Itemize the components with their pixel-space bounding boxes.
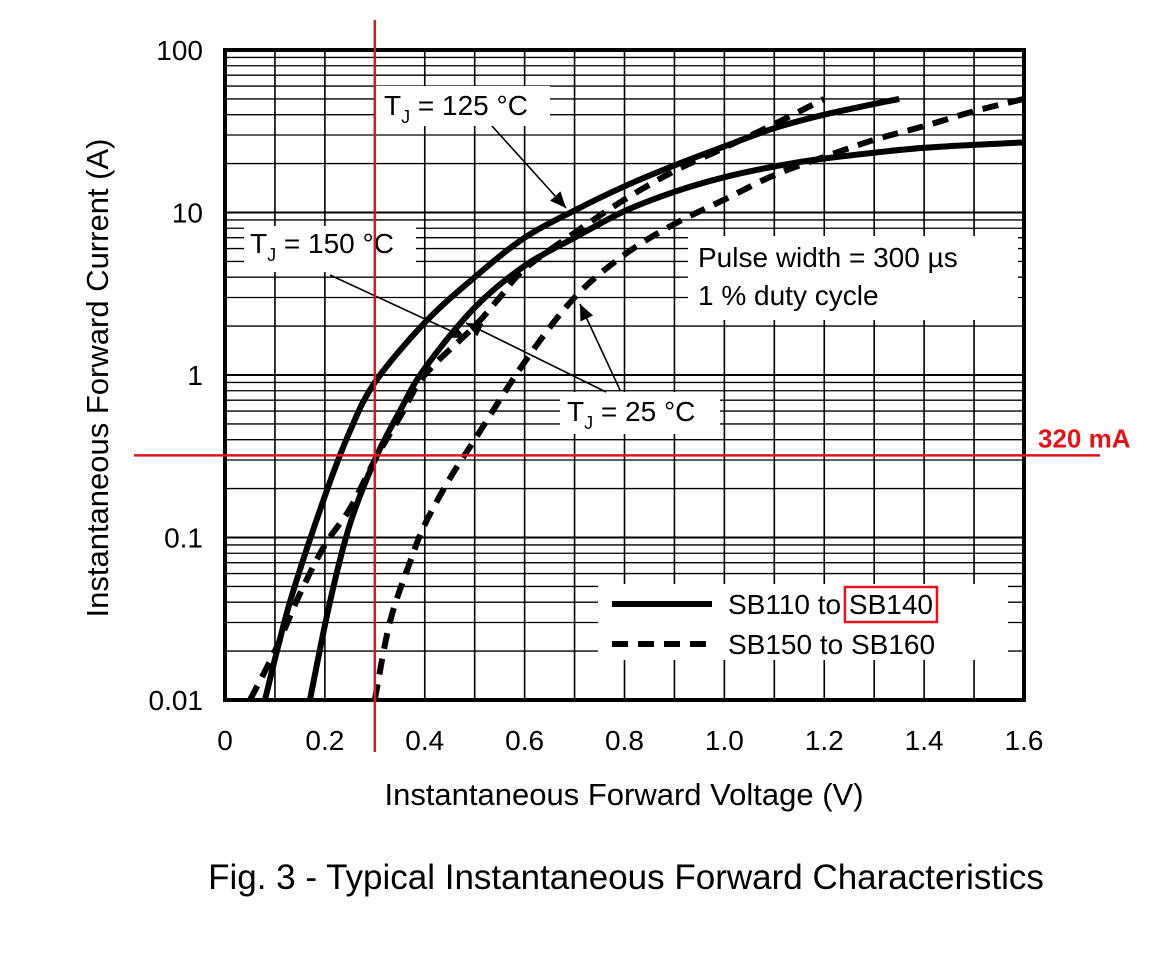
dashed-curve [247,96,826,702]
x-axis-label: Instantaneous Forward Voltage (V) [384,777,863,812]
y-tick-label: 10 [172,198,203,229]
legend-entry-solid: SB110 to SB140 [728,589,933,620]
temperature-label: TJ = 25 °C [567,396,695,433]
annotation-arrow [465,322,607,393]
curves [247,95,1025,702]
figure-caption: Fig. 3 - Typical Instantaneous Forward C… [208,858,1044,897]
highlight-box [843,585,939,624]
x-tick-label: 0.4 [405,725,444,756]
x-tick-label: 0.6 [505,725,544,756]
temperature-label: TJ = 125 °C [384,90,528,127]
y-tick-label: 1 [187,360,203,391]
annotation-box [688,236,1018,320]
y-axis-label: Instantaneous Forward Current (A) [80,139,115,618]
x-tick-label: 0 [217,725,233,756]
annotation-arrow [491,125,567,209]
x-tick-label: 1.0 [705,725,744,756]
plot-frame [223,48,1026,702]
x-tick-label: 1.4 [905,725,944,756]
pulse-width-note: Pulse width = 300 µs [698,242,958,273]
annotation-box [560,392,720,434]
legend: SB110 to SB140 SB150 to SB160 [598,584,1008,660]
current-marker-label: 320 mA [1038,423,1131,453]
y-tick-label: 0.1 [164,523,203,554]
tick-labels: 0 0.2 0.4 0.6 0.8 1.0 1.2 1.4 1.6 0.01 0.1 1 10 100 [149,35,1044,756]
duty-cycle-note: 1 % duty cycle [698,280,879,311]
dashed-curve [371,95,1025,701]
x-tick-label: 0.2 [305,725,344,756]
arrow-head-icon [466,323,484,337]
arrow-head-icon [550,191,566,208]
annotation-box [244,226,416,272]
y-tick-label: 0.01 [149,685,204,716]
arrow-head-icon [580,304,594,322]
y-tick-label: 100 [156,35,203,66]
reference-lines: 320 mA [134,20,1131,752]
x-tick-label: 1.2 [805,725,844,756]
x-tick-label: 0.8 [605,725,644,756]
annotation-arrow [329,274,467,339]
x-tick-label: 1.6 [1005,725,1044,756]
annotation-box [376,86,550,126]
legend-entry-dashed: SB150 to SB160 [728,629,935,660]
legend-box [598,584,1008,660]
